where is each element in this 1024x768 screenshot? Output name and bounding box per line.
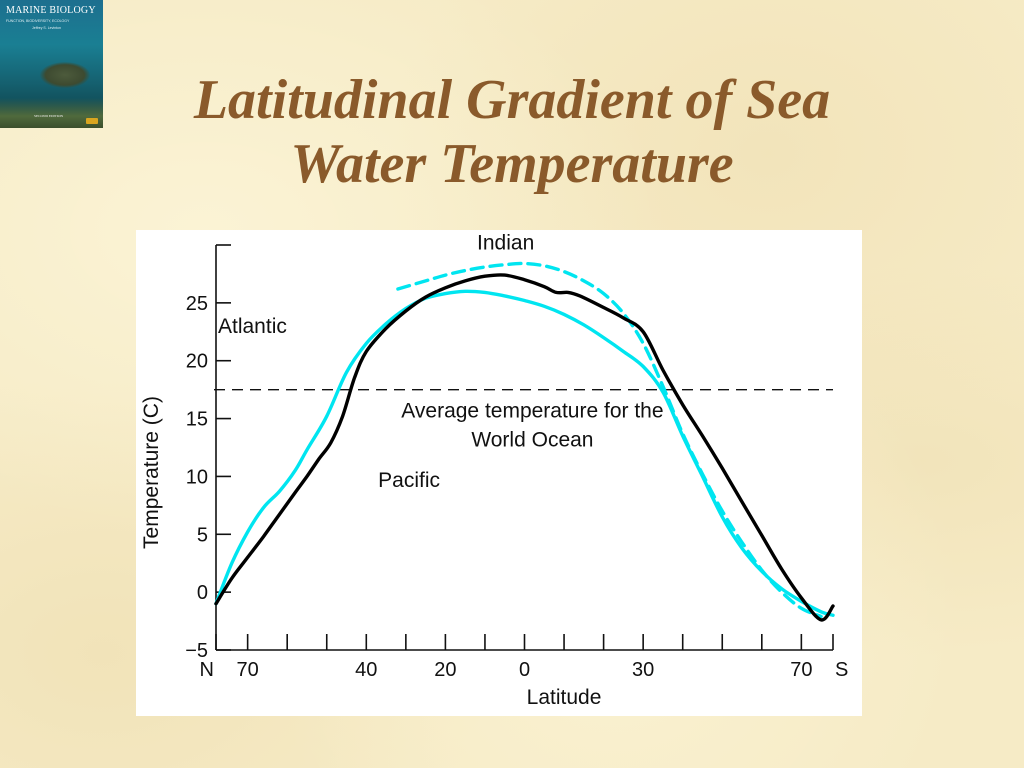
temperature-chart: 25 20 15 10 5 0 −5 N 70 40 20 0 30 70 S Indian Atlant…	[140, 232, 848, 709]
x-tick-label: 70	[790, 659, 812, 681]
y-tick-label: −5	[185, 640, 208, 662]
textbook-cover-image: MARINE BIOLOGY FUNCTION, BIODIVERSITY, E…	[0, 0, 103, 128]
page-title: Latitudinal Gradient of Sea Water Temper…	[100, 68, 924, 196]
cover-author: Jeffrey S. Levinton	[32, 26, 61, 30]
y-axis-ticks: 25 20 15 10 5 0 −5	[185, 293, 231, 662]
x-tick-label: 40	[355, 659, 377, 681]
x-axis-ticks: N 70 40 20 0 30 70 S	[200, 634, 848, 681]
average-label-line-1: Average temperature for the	[401, 399, 663, 422]
x-tick-label: N	[200, 659, 214, 681]
page-title-line-2: Water Temperature	[290, 133, 734, 195]
x-tick-label: S	[835, 659, 848, 681]
publisher-logo	[86, 118, 98, 124]
y-tick-label: 15	[186, 409, 208, 431]
x-tick-label: 20	[434, 659, 456, 681]
x-tick-label: 70	[237, 659, 259, 681]
atlantic-series-line	[214, 289, 835, 617]
x-tick-label: 0	[519, 659, 530, 681]
cover-subtitle: FUNCTION, BIODIVERSITY, ECOLOGY	[6, 19, 70, 23]
average-label-line-2: World Ocean	[471, 428, 593, 451]
y-axis-title: Temperature (C)	[140, 396, 163, 549]
page-title-line-1: Latitudinal Gradient of Sea	[193, 69, 831, 131]
indian-label: Indian	[477, 232, 534, 255]
cover-title: MARINE BIOLOGY	[6, 5, 96, 16]
atlantic-label: Atlantic	[218, 315, 287, 338]
x-tick-label: 30	[632, 659, 654, 681]
chart-panel: 25 20 15 10 5 0 −5 N 70 40 20 0 30 70 S Indian Atlant…	[136, 230, 862, 716]
indian-series-line	[396, 261, 823, 619]
coral-reef-illustration	[0, 98, 103, 128]
y-tick-label: 25	[186, 293, 208, 315]
y-tick-label: 10	[186, 466, 208, 488]
y-tick-label: 20	[186, 351, 208, 373]
y-tick-label: 0	[197, 582, 208, 604]
pacific-series-line	[214, 273, 835, 622]
y-tick-label: 5	[197, 524, 208, 546]
series-layer	[214, 261, 835, 622]
x-axis-title: Latitude	[527, 686, 602, 709]
sea-turtle-illustration	[40, 62, 90, 88]
cover-edition: SECOND EDITION	[34, 114, 64, 118]
pacific-label: Pacific	[378, 469, 440, 492]
